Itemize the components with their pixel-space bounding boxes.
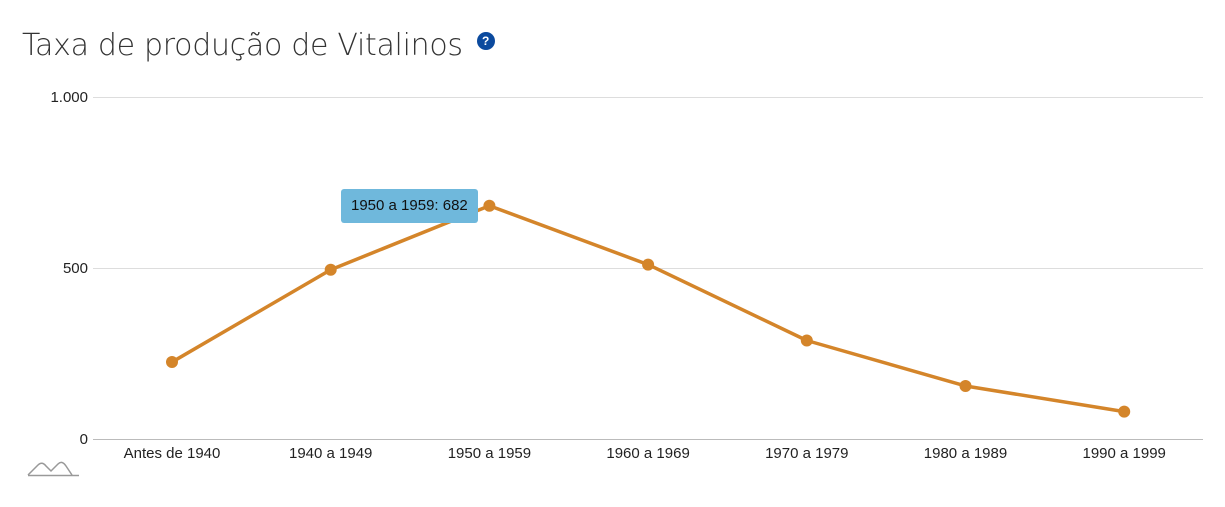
x-tick-label: 1950 a 1959 bbox=[448, 445, 531, 462]
data-tooltip: 1950 a 1959: 682 bbox=[341, 189, 478, 223]
chart-title: Taxa de produção de Vitalinos bbox=[22, 28, 463, 63]
series-line-group bbox=[166, 199, 1131, 418]
data-point[interactable] bbox=[959, 379, 972, 392]
x-tick-label: 1940 a 1949 bbox=[289, 445, 372, 462]
help-icon[interactable]: ? bbox=[476, 32, 495, 50]
mountain-logo-icon bbox=[27, 461, 79, 477]
data-point[interactable] bbox=[483, 199, 496, 212]
data-point[interactable] bbox=[166, 356, 178, 369]
data-point[interactable] bbox=[642, 258, 655, 271]
chart-header: Taxa de produção de Vitalinos ? bbox=[22, 26, 495, 66]
x-tick-label: Antes de 1940 bbox=[124, 445, 221, 462]
x-tick-label: 1970 a 1979 bbox=[765, 445, 848, 462]
y-axis-labels: 0 500 1.000 bbox=[50, 89, 88, 448]
x-tick-label: 1990 a 1999 bbox=[1082, 445, 1165, 462]
y-tick-label: 0 bbox=[80, 431, 88, 448]
data-point[interactable] bbox=[800, 334, 813, 347]
x-tick-label: 1980 a 1989 bbox=[924, 445, 1007, 462]
x-axis-labels: Antes de 1940 1940 a 1949 1950 a 1959 1960 … bbox=[124, 445, 1166, 462]
series-line bbox=[171, 204, 1125, 414]
y-tick-label: 500 bbox=[63, 260, 88, 277]
data-point[interactable] bbox=[324, 263, 337, 276]
x-tick-label: 1960 a 1969 bbox=[606, 445, 689, 462]
y-tick-label: 1.000 bbox=[50, 89, 88, 106]
data-point[interactable] bbox=[1118, 405, 1131, 418]
